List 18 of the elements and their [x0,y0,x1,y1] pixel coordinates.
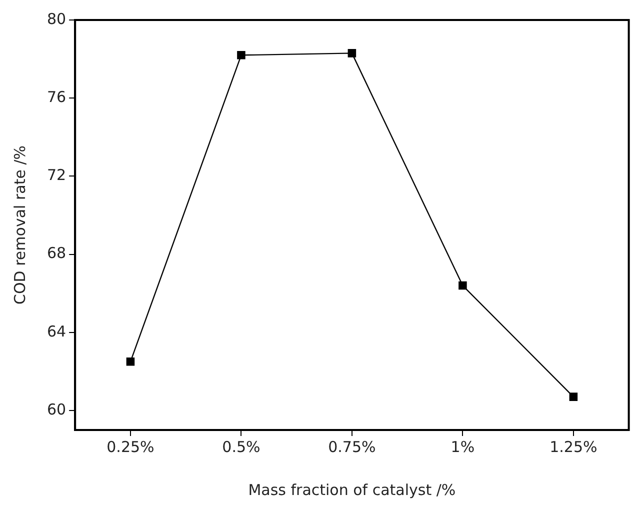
y-tick-label: 72 [46,166,66,184]
x-tick-label: 0.25% [106,438,154,456]
point [458,281,467,290]
point [569,392,578,401]
y-tick-label: 80 [46,10,66,28]
x-tick-label: 1.25% [550,438,598,456]
y-tick-label: 68 [46,244,66,262]
y-tick-label: 60 [46,400,66,418]
x-tick-label: 0.5% [222,438,260,456]
y-tick-label: 64 [46,322,66,340]
x-tick-label: 0.75% [328,438,376,456]
x-tick-label: 1% [450,438,475,456]
y-tick-label: 76 [46,88,66,106]
point [237,51,246,60]
point [348,49,356,58]
point [126,358,135,366]
y-axis-title: COD removal rate /% [10,145,29,305]
x-axis-title: Mass fraction of catalyst /% [248,480,456,499]
